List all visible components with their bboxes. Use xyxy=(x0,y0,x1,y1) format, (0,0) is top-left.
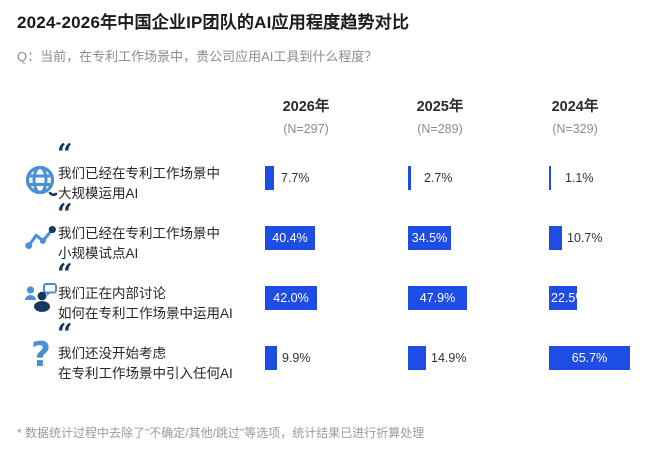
column-header-2025: 2025年 (N=289) xyxy=(380,95,500,136)
bar-value-label: 2.7% xyxy=(424,171,453,185)
globe-icon xyxy=(22,162,60,200)
bar-2024-not-considering: 65.7% xyxy=(549,346,630,370)
bar-value-label: 9.9% xyxy=(282,351,311,365)
trend-icon xyxy=(22,220,60,258)
bar-2025-pilot: 34.5% xyxy=(408,226,451,250)
column-year-label: 2024年 xyxy=(551,99,599,115)
bar-value-label: 65.7% xyxy=(571,351,608,365)
bar-2024-discussing: 22.5% xyxy=(549,286,577,310)
bar-value-label: 7.7% xyxy=(281,171,310,185)
quote-icon: “ xyxy=(57,139,73,170)
column-year-label: 2025年 xyxy=(416,99,464,115)
row-label-line2: 小规模试点AI xyxy=(58,246,139,261)
column-sample-size: (N=289) xyxy=(417,122,463,136)
bar-value-label: 1.1% xyxy=(565,171,594,185)
column-header-2024: 2024年 (N=329) xyxy=(515,95,635,136)
bar-2024-pilot: 10.7% xyxy=(549,226,602,250)
column-header-2026: 2026年 (N=297) xyxy=(246,95,366,136)
row-label-line2: 在专利工作场景中引入任何AI xyxy=(58,366,233,381)
row-label-line1: 我们已经在专利工作场景中 xyxy=(58,226,220,241)
column-year-label: 2026年 xyxy=(282,99,330,115)
bar-2025-large-scale: 2.7% xyxy=(408,166,453,190)
survey-question: Q：当前，在专利工作场景中，贵公司应用AI工具到什么程度？ xyxy=(17,49,378,64)
footnote: * 数据统计过程中去除了"不确定/其他/跳过"等选项，统计结果已进行折算处理 xyxy=(17,426,425,440)
bar-2026-discussing: 42.0% xyxy=(265,286,317,310)
row-label-not-considering: 我们还没开始考虑 在专利工作场景中引入任何AI xyxy=(58,344,233,384)
row-label-pilot: 我们已经在专利工作场景中 小规模试点AI xyxy=(58,224,220,264)
question-glyph: ? xyxy=(31,335,51,375)
row-label-line1: 我们正在内部讨论 xyxy=(58,286,166,301)
bar-value-label: 42.0% xyxy=(273,291,309,305)
bar-value-label: 40.4% xyxy=(272,231,308,245)
bar-2026-not-considering: 9.9% xyxy=(265,346,311,370)
bar-2024-large-scale: 1.1% xyxy=(549,166,594,190)
quote-icon: “ xyxy=(57,259,73,290)
bar-value-label: 34.5% xyxy=(411,231,448,245)
page-title: 2024-2026年中国企业IP团队的AI应用程度趋势对比 xyxy=(17,13,410,32)
column-sample-size: (N=329) xyxy=(552,122,598,136)
bar-2026-large-scale: 7.7% xyxy=(265,166,310,190)
bar-2025-discussing: 47.9% xyxy=(408,286,467,310)
quote-icon: “ xyxy=(57,199,73,230)
bar-value-label: 10.7% xyxy=(567,231,603,245)
bar-2025-not-considering: 14.9% xyxy=(408,346,466,370)
bar-value-label: 22.5% xyxy=(551,291,577,305)
row-label-line1: 我们已经在专利工作场景中 xyxy=(58,166,220,181)
discussion-icon xyxy=(22,279,60,317)
bar-value-label: 47.9% xyxy=(419,291,456,305)
row-label-line2: 大规模运用AI xyxy=(58,186,139,201)
quote-icon: “ xyxy=(57,319,73,350)
row-label-large-scale: 我们已经在专利工作场景中 大规模运用AI xyxy=(58,164,220,204)
row-label-line1: 我们还没开始考虑 xyxy=(58,346,166,361)
bar-value-label: 14.9% xyxy=(431,351,467,365)
column-sample-size: (N=297) xyxy=(283,122,329,136)
question-icon: ? xyxy=(22,336,60,374)
row-label-line2: 如何在专利工作场景中运用AI xyxy=(58,306,233,321)
row-label-discussing: 我们正在内部讨论 如何在专利工作场景中运用AI xyxy=(58,284,233,324)
bar-2026-pilot: 40.4% xyxy=(265,226,315,250)
